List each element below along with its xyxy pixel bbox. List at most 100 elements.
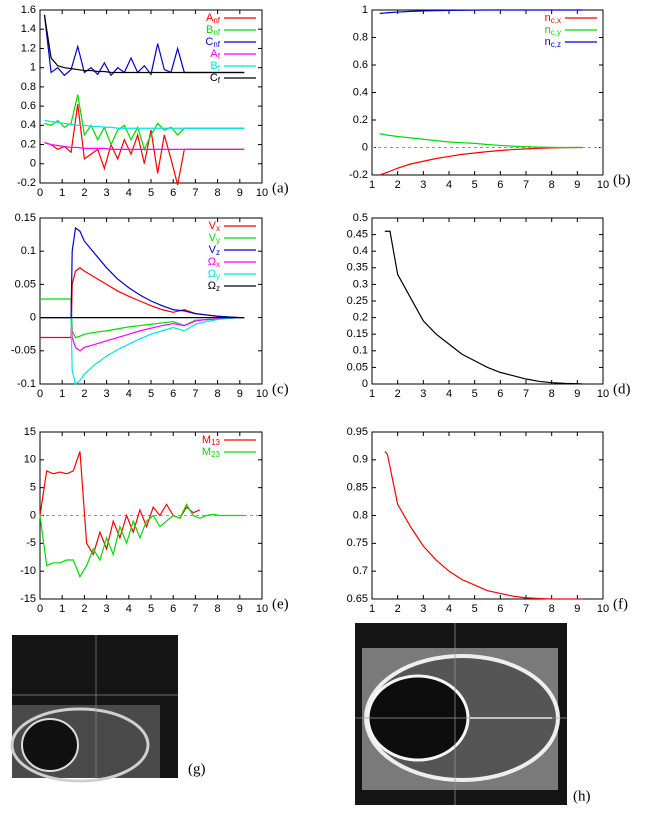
y-tick-label: 1 (362, 4, 368, 16)
legend-subscript: y (216, 272, 220, 281)
series-line (44, 142, 245, 150)
plot-frame (371, 217, 604, 385)
y-tick-label: -0.05 (11, 345, 36, 357)
x-tick-label: 1 (369, 603, 375, 615)
x-tick-label: 3 (420, 179, 426, 191)
panel-label: (d) (613, 381, 631, 397)
x-tick-label: 1 (59, 603, 65, 615)
panel-label: (g) (188, 761, 206, 777)
legend-name: V (209, 232, 217, 244)
x-tick-label: 8 (215, 388, 221, 400)
x-tick-label: 10 (256, 388, 268, 400)
x-tick-label: 10 (597, 603, 609, 615)
x-tick-label: 0 (37, 603, 43, 615)
x-tick-label: 2 (395, 179, 401, 191)
legend-subscript: y (216, 236, 220, 245)
y-tick-label: 0.3 (353, 278, 368, 290)
x-tick-label: 2 (81, 603, 87, 615)
y-tick-label: 0 (30, 312, 36, 324)
series-line (40, 226, 245, 319)
x-tick-label: 10 (256, 187, 268, 199)
legend-label: Vx (209, 220, 220, 233)
legend-name: C (205, 36, 213, 48)
y-tick-label: 0 (30, 509, 36, 521)
series-line (44, 104, 245, 186)
legend-label: Ωx (208, 256, 220, 269)
legend-subscript: nf (213, 40, 220, 49)
x-tick-label: 7 (192, 388, 198, 400)
x-tick-label: 6 (497, 388, 503, 400)
image-g (10, 635, 178, 783)
y-tick-label: 1 (30, 62, 36, 74)
y-tick-label: -0.2 (17, 177, 36, 189)
series-line (43, 14, 245, 74)
y-tick-label: 0.45 (347, 229, 368, 241)
legend-subscript: c,z (551, 40, 561, 49)
x-tick-label: 0 (37, 388, 43, 400)
legend-label: Ωz (208, 280, 220, 293)
x-tick-label: 2 (81, 187, 87, 199)
x-tick-label: 4 (446, 603, 452, 615)
x-tick-label: 3 (420, 603, 426, 615)
y-tick-label: 0 (30, 158, 36, 170)
legend-subscript: x (216, 224, 220, 233)
x-tick-label: 5 (148, 388, 154, 400)
legend-label: Anf (206, 12, 221, 25)
x-tick-label: 2 (395, 388, 401, 400)
x-tick-label: 3 (420, 388, 426, 400)
panel-label: (h) (573, 788, 591, 804)
legend-name: n (545, 12, 551, 24)
series-line (39, 451, 201, 556)
y-tick-label: 0.15 (15, 212, 36, 224)
legend-subscript: 23 (211, 450, 220, 459)
series-line (40, 317, 245, 386)
y-tick-label: 0.2 (21, 138, 36, 150)
image-outline (10, 707, 150, 783)
x-tick-label: 3 (104, 187, 110, 199)
y-tick-label: 0.9 (353, 454, 368, 466)
legend-name: n (545, 36, 551, 48)
legend-label: nc,z (545, 36, 561, 49)
x-tick-label: 2 (81, 388, 87, 400)
y-tick-label: 1.6 (21, 4, 36, 16)
x-tick-label: 8 (215, 187, 221, 199)
legend-name: A (210, 48, 218, 60)
legend-subscript: 13 (211, 438, 220, 447)
x-tick-label: 8 (549, 388, 555, 400)
y-tick-label: 0.8 (353, 509, 368, 521)
y-tick-label: 0.4 (353, 86, 368, 98)
series-line (384, 451, 583, 600)
legend-name: B (206, 24, 213, 36)
legend-name: M (202, 446, 211, 458)
plot-frame (371, 9, 604, 176)
y-tick-label: 0.2 (353, 114, 368, 126)
legend-name: Ω (208, 280, 216, 292)
legend-label: M13 (202, 434, 221, 447)
y-tick-label: 1.4 (21, 23, 36, 35)
plot-frame (39, 9, 263, 184)
legend-subscript: c,y (551, 28, 561, 37)
y-tick-label: 15 (24, 426, 36, 438)
y-tick-label: -0.1 (17, 378, 36, 390)
x-tick-label: 4 (126, 187, 132, 199)
legend-label: M23 (202, 446, 221, 459)
legend-label: Bnf (206, 24, 221, 37)
y-tick-label: 0.4 (353, 245, 368, 257)
y-tick-label: 1.2 (21, 42, 36, 54)
x-tick-label: 5 (472, 179, 478, 191)
x-tick-label: 9 (237, 187, 243, 199)
legend-label: nc,x (545, 12, 561, 25)
y-tick-label: 0.05 (347, 361, 368, 373)
legend-subscript: x (216, 260, 220, 269)
x-tick-label: 10 (597, 179, 609, 191)
legend-name: n (545, 24, 551, 36)
y-tick-label: 10 (24, 454, 36, 466)
x-tick-label: 1 (369, 179, 375, 191)
y-tick-label: 0.25 (347, 295, 368, 307)
legend-name: Ω (208, 268, 216, 280)
legend-name: V (209, 244, 217, 256)
legend-name: M (202, 434, 211, 446)
legend-label: Vz (209, 244, 220, 257)
legend-subscript: c,x (551, 16, 561, 25)
x-tick-label: 8 (549, 179, 555, 191)
